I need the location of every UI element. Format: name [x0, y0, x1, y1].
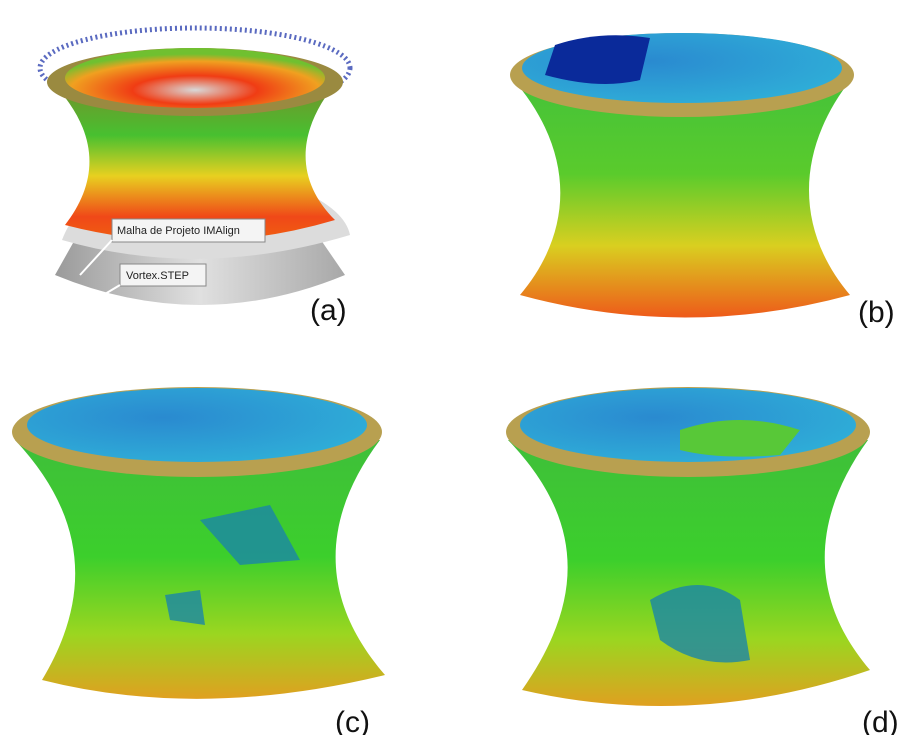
panel-label: (a)	[310, 294, 347, 327]
patch	[165, 590, 205, 625]
panel-a: Malha de Projeto IMAlign Vortex.STEP (a)	[40, 28, 350, 327]
patch	[680, 420, 800, 457]
callout-line	[65, 285, 120, 318]
panel-label: (d)	[862, 706, 899, 735]
callout-text: Malha de Projeto IMAlign	[117, 225, 240, 237]
inner	[27, 388, 367, 462]
inner	[65, 48, 325, 108]
figure: Malha de Projeto IMAlign Vortex.STEP (a)…	[0, 0, 919, 735]
vase-body	[508, 440, 870, 706]
panel-label: (b)	[858, 296, 895, 329]
panel-label: (c)	[335, 706, 370, 735]
deep-region	[545, 35, 650, 84]
panel-b: (b)	[510, 33, 895, 329]
panel-d: (d)	[506, 387, 899, 735]
vase-body	[15, 440, 385, 699]
panel-c: (c)	[12, 387, 385, 735]
callout-text: Vortex.STEP	[126, 270, 189, 282]
